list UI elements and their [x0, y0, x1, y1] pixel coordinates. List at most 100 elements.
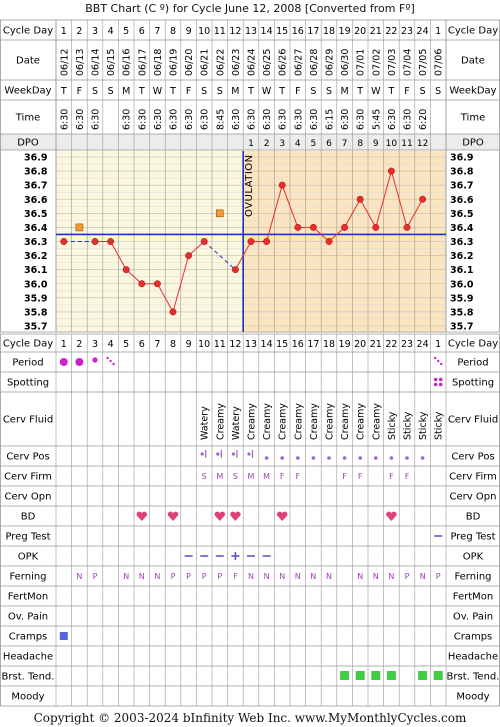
row-label-left: BD: [21, 512, 36, 523]
cycle-day-number-bottom: 13: [245, 339, 257, 350]
row-label-left: Period: [12, 358, 43, 369]
time-value: 6:30: [137, 109, 148, 130]
weekday-value: W: [153, 86, 163, 97]
row-label-left: Cerv Fluid: [3, 415, 53, 426]
time-value: 6:30: [59, 109, 70, 130]
bd-heart: [167, 511, 179, 521]
date-value: 06/15: [106, 49, 117, 76]
row-label-right: Ferning: [454, 572, 491, 583]
cycle-day-number-bottom: 6: [139, 339, 145, 350]
cerv-pos-low-dot: [405, 456, 409, 460]
cycle-day-number-bottom: 4: [108, 339, 114, 350]
cramps-mark: [59, 632, 68, 640]
ferning-value: N: [373, 572, 379, 581]
cerv-pos-low-dot: [420, 456, 425, 460]
temp-segment: [281, 184, 299, 228]
temp-point: [419, 195, 427, 203]
cerv-firm-value: S: [202, 472, 207, 481]
row-label-left: Cerv Firm: [4, 472, 52, 483]
spotting-dot: [438, 382, 443, 387]
weekday-value: S: [201, 86, 207, 97]
date-value: 06/30: [340, 49, 351, 76]
row-label-right: Spotting: [452, 378, 494, 389]
temp-point: [247, 238, 255, 245]
weekday-value: T: [138, 86, 145, 97]
cycle-day-number-bottom: 8: [170, 339, 176, 350]
weekday-value: T: [169, 86, 176, 97]
y-tick-label-left: 36.3: [24, 237, 47, 248]
temp-segment: [359, 199, 377, 228]
cycle-day-number: 9: [186, 26, 192, 37]
period-spotting-dot: [106, 356, 109, 360]
cycle-day-number: 10: [198, 26, 210, 37]
date-value: 07/01: [356, 49, 367, 76]
temp-segment: [375, 170, 392, 228]
ferning-value: N: [154, 572, 160, 581]
cerv-pos-low-dot: [264, 456, 269, 460]
temp-point: [107, 238, 115, 245]
breast-tenderness-mark: [386, 671, 396, 680]
y-tick-label-right: 36.1: [450, 265, 473, 276]
y-tick-label-left: 36.1: [24, 265, 47, 276]
temp-segment: [313, 227, 330, 242]
temp-point: [309, 223, 317, 231]
ferning-value: N: [326, 572, 332, 581]
row-label-left: Headache: [3, 652, 53, 663]
temp-point: [341, 223, 349, 231]
dpo-value: 10: [386, 139, 398, 149]
cycle-day-number: 14: [261, 26, 273, 37]
y-tick-label-right: 35.7: [450, 322, 473, 333]
cerv-pos-low-dot: [296, 456, 300, 460]
time-value: 6:30: [403, 109, 414, 130]
row-label-right: OPK: [463, 552, 484, 563]
time-label-right: Time: [460, 113, 485, 124]
date-value: 07/02: [371, 49, 382, 76]
cycle-day-number-bottom: 1: [61, 339, 67, 350]
breast-tenderness-mark: [371, 671, 381, 680]
row-label-left: Ferning: [9, 572, 46, 583]
y-tick-label-left: 36.9: [24, 153, 47, 164]
row-label-left: Spotting: [7, 378, 49, 389]
period-spotting-dot: [437, 359, 440, 363]
cerv-fluid-value: Creamy: [340, 403, 351, 440]
temp-point: [372, 223, 380, 231]
temp-point: [60, 238, 68, 245]
time-value: 6:30: [340, 109, 351, 130]
temp-segment: [328, 227, 345, 242]
y-tick-label-left: 35.9: [24, 293, 47, 304]
cycle-day-number: 3: [92, 26, 98, 37]
cerv-firm-value: F: [280, 472, 285, 481]
row-label-right: Brst. Tend.: [447, 672, 500, 683]
temp-point: [153, 280, 161, 288]
copyright-footer: Copyright © 2003-2024 bInfinity Web Inc.…: [33, 711, 467, 725]
ferning-value: P: [436, 572, 441, 581]
cycle-day-number-bottom: 19: [339, 339, 351, 350]
cycle-day-number: 6: [139, 26, 145, 37]
y-tick-label-left: 35.7: [24, 322, 47, 333]
ferning-value: N: [123, 572, 129, 581]
y-tick-label-right: 36.0: [450, 279, 474, 290]
cycle-day-number-bottom: 3: [92, 339, 98, 350]
discarded-temp-point: [75, 223, 84, 232]
period-medium-dot: [92, 357, 98, 363]
date-value: 06/19: [169, 49, 180, 76]
weekday-value: T: [356, 86, 363, 97]
dpo-value: 11: [401, 139, 412, 149]
cycle-day-number: 11: [214, 26, 226, 37]
temp-point: [200, 238, 208, 245]
cycle-day-number-bottom: 9: [186, 339, 192, 350]
row-label-right: Ov. Pain: [453, 612, 493, 623]
time-value: 6:30: [184, 109, 195, 130]
cerv-pos-high-dot: [231, 452, 235, 456]
period-heavy-dot: [75, 358, 84, 366]
cycle-day-label-left: Cycle Day: [3, 26, 53, 37]
weekday-value: S: [420, 86, 426, 97]
dpo-value: 7: [342, 139, 348, 149]
temp-point: [325, 238, 333, 245]
y-tick-label-left: 36.5: [24, 209, 47, 220]
temp-segment: [266, 185, 283, 242]
cycle-day-number-bottom: 11: [214, 339, 226, 350]
weekday-value: M: [122, 86, 130, 97]
row-label-left: FertMon: [8, 592, 48, 603]
